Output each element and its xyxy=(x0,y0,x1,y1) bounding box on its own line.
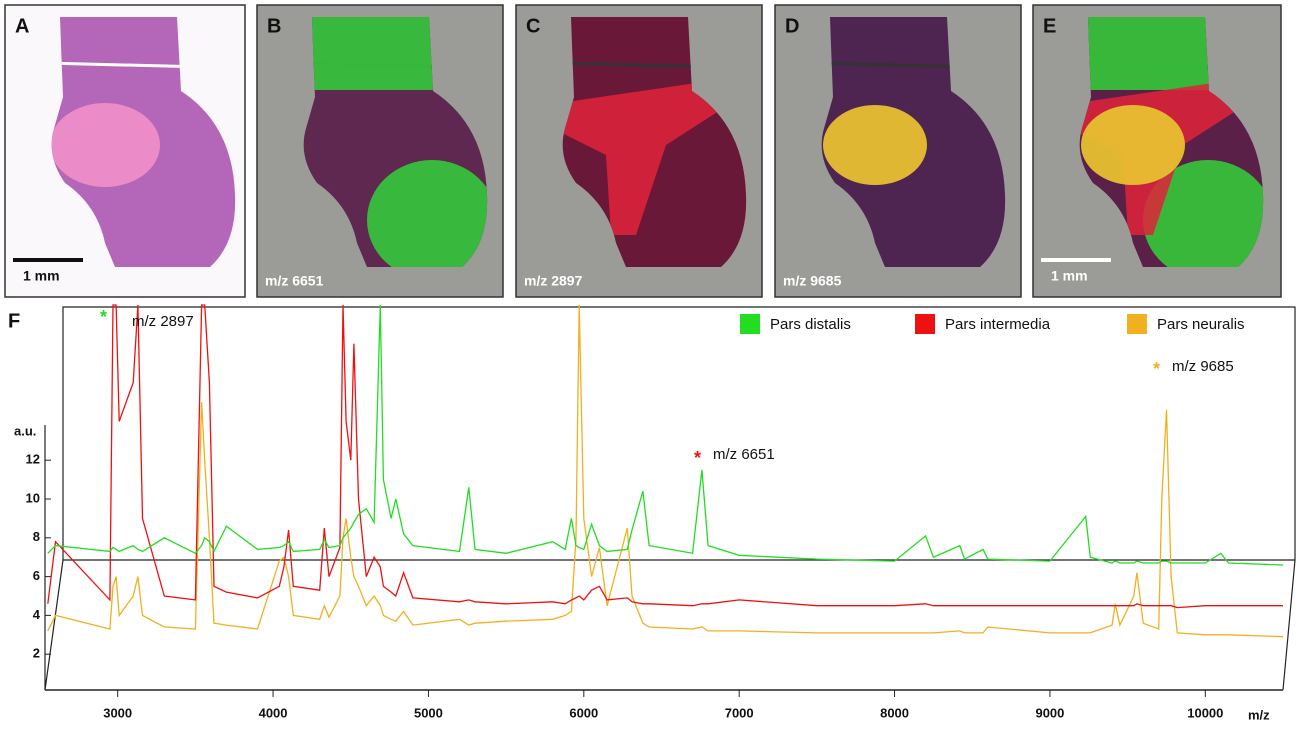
spectrum-chart: F 2 4 6 8 10 12 a.u. 3000 4000 5000 6000 7000 8000 900… xyxy=(8,304,1296,722)
y-axis-label: a.u. xyxy=(14,423,36,438)
legend-swatch xyxy=(1127,314,1147,334)
scale-label: 1 mm xyxy=(1051,268,1088,284)
legend-label: Pars intermedia xyxy=(945,316,1051,333)
x-tick-label: 7000 xyxy=(725,705,754,720)
scale-label: 1 mm xyxy=(23,268,60,284)
panel-letter: D xyxy=(785,15,799,37)
y-tick-label: 12 xyxy=(26,452,40,467)
image-panel: Dm/z 9685 xyxy=(774,4,1022,298)
yellow-signal xyxy=(823,105,927,185)
peak-label: m/z 9685 xyxy=(1172,358,1234,375)
y-tick-label: 10 xyxy=(26,490,40,505)
pink-region xyxy=(51,103,160,187)
panel-letter: E xyxy=(1043,15,1056,37)
x-tick-label: 10000 xyxy=(1187,705,1223,720)
y-tick-label: 4 xyxy=(33,607,41,622)
x-tick-label: 5000 xyxy=(414,705,443,720)
x-tick-label: 3000 xyxy=(103,705,132,720)
x-tick-label: 9000 xyxy=(1035,705,1064,720)
legend-swatch xyxy=(915,314,935,334)
y-tick-label: 6 xyxy=(33,568,40,583)
peak-label: m/z 2897 xyxy=(132,313,194,330)
y-tick-label: 8 xyxy=(33,529,40,544)
legend-label: Pars neuralis xyxy=(1157,316,1245,333)
spectrum-line xyxy=(47,304,1284,566)
mz-label: m/z 6651 xyxy=(265,273,324,289)
plot-frame xyxy=(44,306,1296,691)
green-signal xyxy=(307,17,437,90)
x-tick-label: 8000 xyxy=(880,705,909,720)
peak-marker: * xyxy=(694,448,701,468)
legend-swatch xyxy=(740,314,760,334)
image-panel: Cm/z 2897 xyxy=(515,4,763,298)
red-signal xyxy=(562,83,736,235)
tissue-fold xyxy=(821,61,976,69)
mz-label: m/z 2897 xyxy=(524,273,583,289)
y-tick-label: 2 xyxy=(33,646,40,661)
tissue-fold xyxy=(562,61,717,69)
image-panel: A 1 mm xyxy=(4,4,246,298)
image-panel: E 1 mm xyxy=(1032,4,1282,298)
legend-label: Pars distalis xyxy=(770,316,851,333)
peak-marker: * xyxy=(100,307,107,327)
panel-letter: C xyxy=(526,15,540,37)
spectrum-line xyxy=(47,304,1284,638)
peak-label: m/z 6651 xyxy=(713,446,775,463)
x-axis-label: m/z xyxy=(1248,707,1270,722)
panel-letter: B xyxy=(267,15,281,37)
green-signal xyxy=(367,160,488,267)
tissue xyxy=(1079,17,1264,267)
green-signal xyxy=(1083,17,1213,90)
x-tick-label: 4000 xyxy=(259,705,288,720)
yellow-signal xyxy=(1081,105,1185,185)
image-panel: Bm/z 6651 xyxy=(256,4,504,298)
mz-label: m/z 9685 xyxy=(783,273,842,289)
peak-marker: * xyxy=(1153,359,1160,379)
tissue-fold xyxy=(51,61,206,69)
spectrum-line xyxy=(47,304,1283,609)
panel-letter: A xyxy=(15,15,29,37)
panel-letter: F xyxy=(8,310,20,332)
green-signal xyxy=(1143,160,1264,267)
x-tick-label: 6000 xyxy=(569,705,598,720)
